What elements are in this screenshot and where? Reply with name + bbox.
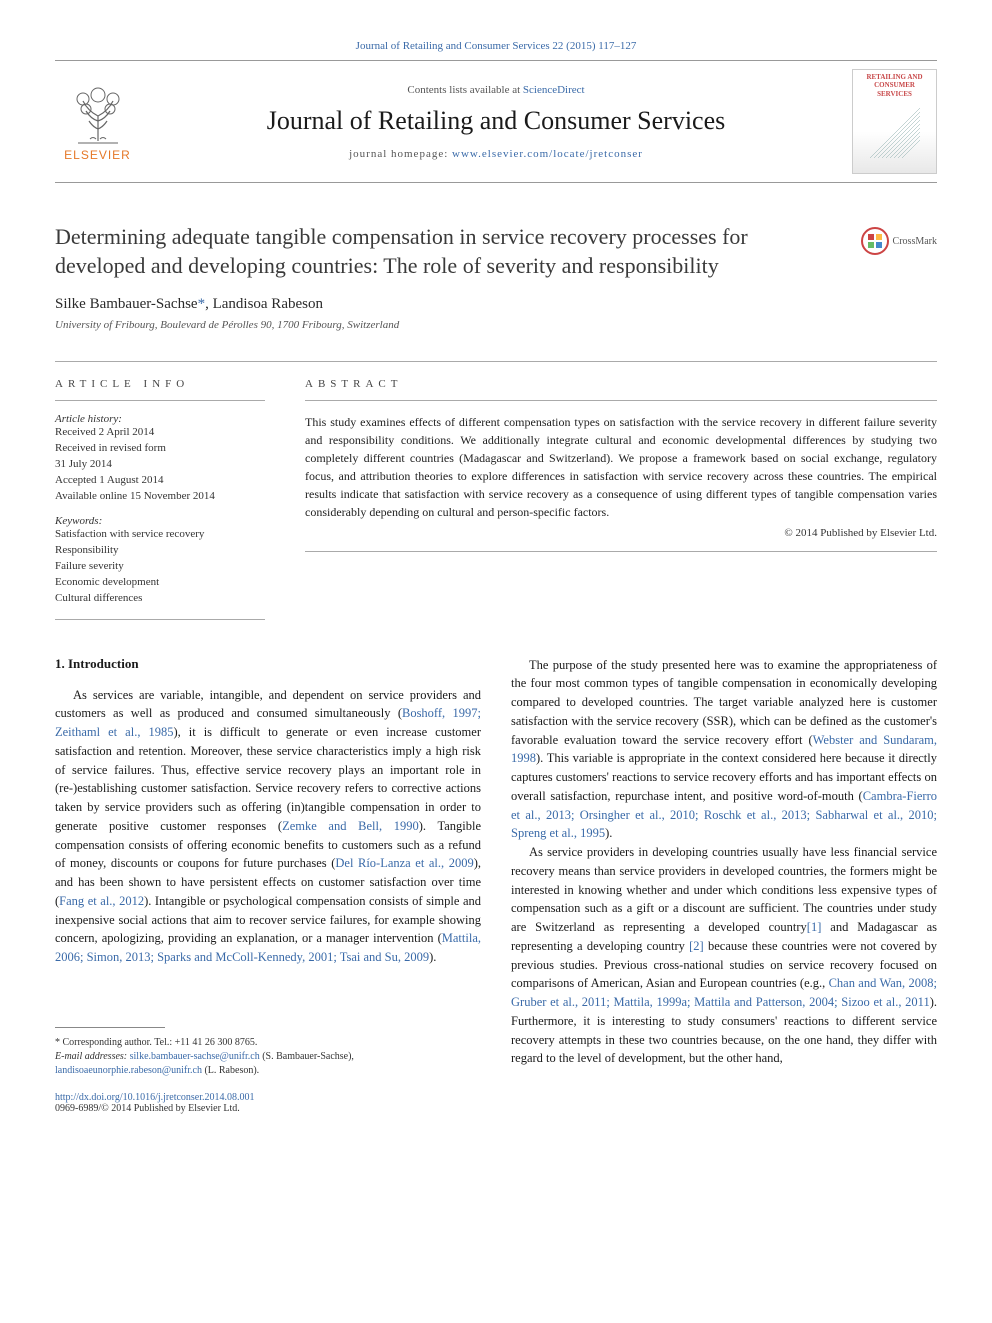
email-label: E-mail addresses: xyxy=(55,1051,130,1062)
article-title: Determining adequate tangible compensati… xyxy=(55,223,841,280)
right-column: The purpose of the study presented here … xyxy=(511,656,937,1114)
keyword-item: Failure severity xyxy=(55,559,265,575)
doi-block: http://dx.doi.org/10.1016/j.jretconser.2… xyxy=(55,1092,481,1114)
footnote-separator xyxy=(55,1027,165,1028)
email-footnote-2: landisoaeunorphie.rabeson@unifr.ch (L. R… xyxy=(55,1064,481,1078)
authors-line: Silke Bambauer-Sachse*, Landisoa Rabeson xyxy=(55,296,937,313)
abstract-copyright: © 2014 Published by Elsevier Ltd. xyxy=(305,527,937,539)
body-columns: 1. Introduction As services are variable… xyxy=(55,656,937,1114)
keyword-item: Satisfaction with service recovery xyxy=(55,527,265,543)
email-who-2: (L. Rabeson). xyxy=(202,1065,259,1076)
author-2: Landisoa Rabeson xyxy=(213,296,323,312)
keywords-label: Keywords: xyxy=(55,515,265,527)
text-run: ). xyxy=(429,950,436,964)
corresponding-star: * xyxy=(198,296,206,312)
history-label: Article history: xyxy=(55,413,265,425)
cover-art-icon xyxy=(860,98,930,168)
contents-lists-line: Contents lists available at ScienceDirec… xyxy=(140,84,852,96)
crossmark-label: CrossMark xyxy=(893,236,937,247)
text-run: ). xyxy=(605,826,612,840)
email-link-2[interactable]: landisoaeunorphie.rabeson@unifr.ch xyxy=(55,1065,202,1076)
keyword-item: Responsibility xyxy=(55,543,265,559)
cover-title: RETAILING AND CONSUMER SERVICES xyxy=(856,73,933,98)
abstract-bottom-rule xyxy=(305,551,937,552)
history-online: Available online 15 November 2014 xyxy=(55,489,265,505)
journal-cover-thumbnail: RETAILING AND CONSUMER SERVICES xyxy=(852,69,937,174)
citation-link[interactable]: Del Río-Lanza et al., 2009 xyxy=(335,856,473,870)
sciencedirect-link[interactable]: ScienceDirect xyxy=(523,84,585,96)
issn-copyright: 0969-6989/© 2014 Published by Elsevier L… xyxy=(55,1103,481,1114)
info-bottom-rule xyxy=(55,619,265,620)
contents-prefix: Contents lists available at xyxy=(407,84,522,96)
section-1-heading: 1. Introduction xyxy=(55,656,481,672)
keyword-item: Economic development xyxy=(55,575,265,591)
citation-link[interactable]: Fang et al., 2012 xyxy=(59,894,144,908)
abstract-column: ABSTRACT This study examines effects of … xyxy=(305,362,937,619)
left-column: 1. Introduction As services are variable… xyxy=(55,656,481,1114)
journal-homepage-line: journal homepage: www.elsevier.com/locat… xyxy=(140,148,852,160)
elsevier-logo: ELSEVIER xyxy=(55,74,140,169)
paragraph: As service providers in developing count… xyxy=(511,843,937,1068)
text-run: ), it is difficult to generate or even i… xyxy=(55,725,481,833)
history-accepted: Accepted 1 August 2014 xyxy=(55,473,265,489)
article-info-column: ARTICLE INFO Article history: Received 2… xyxy=(55,362,265,619)
reference-number[interactable]: [1] xyxy=(807,920,822,934)
email-who-1: (S. Bambauer-Sachse), xyxy=(260,1051,354,1062)
article-info-heading: ARTICLE INFO xyxy=(55,378,265,401)
email-link-1[interactable]: silke.bambauer-sachse@unifr.ch xyxy=(130,1051,260,1062)
history-received: Received 2 April 2014 xyxy=(55,425,265,441)
homepage-prefix: journal homepage: xyxy=(349,148,452,160)
abstract-text: This study examines effects of different… xyxy=(305,413,937,521)
email-footnote: E-mail addresses: silke.bambauer-sachse@… xyxy=(55,1050,481,1064)
crossmark-badge[interactable]: CrossMark xyxy=(861,227,937,255)
abstract-heading: ABSTRACT xyxy=(305,378,937,401)
history-revised-1: Received in revised form xyxy=(55,441,265,457)
paragraph: As services are variable, intangible, an… xyxy=(55,686,481,967)
keyword-item: Cultural differences xyxy=(55,591,265,607)
citation-link[interactable]: Zemke and Bell, 1990 xyxy=(282,819,419,833)
journal-title: Journal of Retailing and Consumer Servic… xyxy=(140,106,852,136)
crossmark-icon xyxy=(861,227,889,255)
issue-citation[interactable]: Journal of Retailing and Consumer Servic… xyxy=(55,40,937,52)
reference-number[interactable]: [2] xyxy=(689,939,704,953)
journal-header: ELSEVIER Contents lists available at Sci… xyxy=(55,61,937,183)
doi-link[interactable]: http://dx.doi.org/10.1016/j.jretconser.2… xyxy=(55,1092,255,1103)
author-separator: , xyxy=(205,296,213,312)
history-revised-2: 31 July 2014 xyxy=(55,457,265,473)
paragraph: The purpose of the study presented here … xyxy=(511,656,937,844)
corresponding-author-footnote: * Corresponding author. Tel.: +11 41 26 … xyxy=(55,1036,481,1050)
affiliation: University of Fribourg, Boulevard de Pér… xyxy=(55,319,937,331)
elsevier-tree-icon xyxy=(63,81,133,146)
elsevier-label: ELSEVIER xyxy=(64,148,131,162)
author-1: Silke Bambauer-Sachse xyxy=(55,296,198,312)
homepage-link[interactable]: www.elsevier.com/locate/jretconser xyxy=(452,148,643,160)
